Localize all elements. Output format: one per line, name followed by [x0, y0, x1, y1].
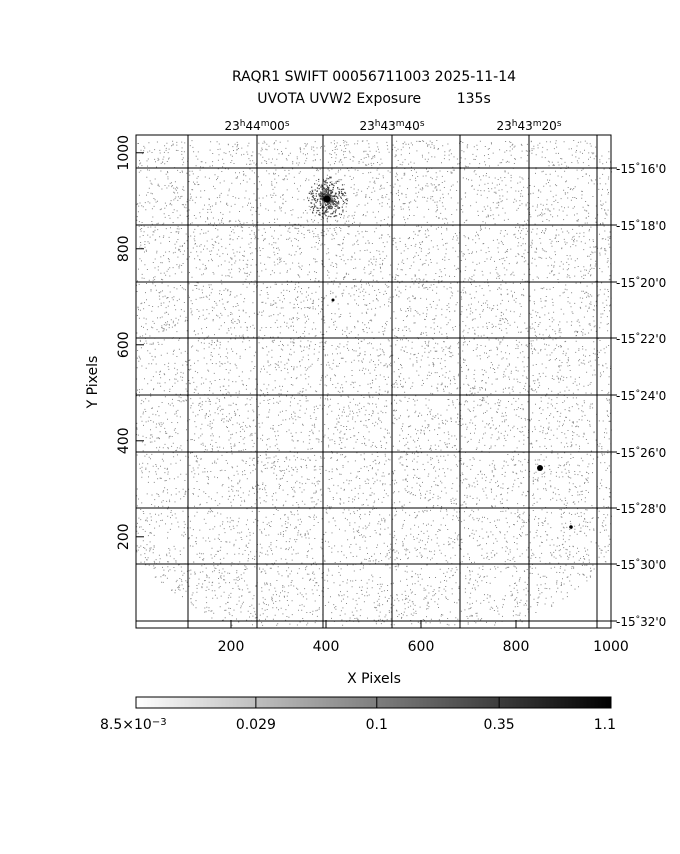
dec-label: -15°20'0 — [616, 276, 666, 290]
dec-label: -15°18'0 — [616, 219, 666, 233]
ra-label-part: h — [375, 119, 381, 129]
ra-label-part: m — [261, 119, 270, 129]
dec-label-part: 32'0 — [640, 615, 666, 629]
x-tick-label: 600 — [408, 639, 435, 655]
ra-label-part: h — [240, 119, 246, 129]
dec-label-part: -15 — [616, 276, 636, 290]
y-tick-label: 200 — [116, 523, 132, 550]
x-tick-label: 1000 — [593, 639, 629, 655]
dec-label-part: 22'0 — [640, 332, 666, 346]
dec-label-part: 18'0 — [640, 219, 666, 233]
plot-frame — [135, 134, 612, 629]
source — [323, 195, 331, 203]
dec-label: -15°16'0 — [616, 162, 666, 176]
ra-label-part: 44 — [245, 119, 260, 133]
colorbar-tick-label-part: 8.5×10 — [100, 717, 152, 733]
dec-label-part: 30'0 — [640, 558, 666, 572]
y-tick-label: 600 — [116, 331, 132, 358]
dec-label-part: ° — [636, 332, 641, 342]
dec-label-part: ° — [636, 502, 641, 512]
chart-title: RAQR1 SWIFT 00056711003 2025-11-14 — [232, 69, 516, 85]
y-tick-label: 400 — [116, 427, 132, 454]
x-axis-label: X Pixels — [347, 671, 401, 687]
dec-label-part: ° — [636, 389, 641, 399]
source — [537, 465, 543, 471]
colorbar-tick-label: 0.1 — [366, 717, 388, 733]
colorbar-tick-label: 8.5×10−3 — [100, 717, 167, 734]
ra-label-part: 20 — [542, 119, 557, 133]
dec-label-part: ° — [636, 276, 641, 286]
dec-label-part: 26'0 — [640, 446, 666, 460]
ra-label-part: m — [396, 119, 405, 129]
colorbar — [135, 696, 612, 709]
ra-label-part: 23 — [359, 119, 374, 133]
ra-label-part: 43 — [517, 119, 532, 133]
chart-subtitle: UVOTA UVW2 Exposure 135s — [257, 91, 491, 107]
dec-label-part: -15 — [616, 558, 636, 572]
source — [569, 525, 573, 529]
colorbar-tick-label: 0.029 — [236, 717, 276, 733]
dec-label-part: ° — [636, 162, 641, 172]
dec-label-part: 24'0 — [640, 389, 666, 403]
y-tick-label: 1000 — [116, 135, 132, 171]
dec-label: -15°30'0 — [616, 558, 666, 572]
dec-label: -15°32'0 — [616, 615, 666, 629]
dec-label-part: ° — [636, 615, 641, 625]
ra-label: 23h43m20s — [496, 119, 561, 133]
source — [331, 298, 335, 302]
ra-label: 23h43m40s — [359, 119, 424, 133]
y-tick-label: 800 — [116, 235, 132, 262]
ra-label-part: s — [557, 119, 562, 129]
colorbar-tick-label: 0.35 — [484, 717, 515, 733]
dec-label: -15°24'0 — [616, 389, 666, 403]
dec-label-part: 28'0 — [640, 502, 666, 516]
dec-label-part: -15 — [616, 332, 636, 346]
y-axis-label: Y Pixels — [85, 356, 101, 410]
colorbar-tick-label: 1.1 — [594, 717, 616, 733]
ra-label-part: s — [285, 119, 290, 129]
ra-label-part: m — [533, 119, 542, 129]
dec-label-part: -15 — [616, 615, 636, 629]
dec-label-part: ° — [636, 219, 641, 229]
ra-label-part: h — [512, 119, 518, 129]
dec-label-part: ° — [636, 558, 641, 568]
x-tick-label: 400 — [313, 639, 340, 655]
ra-label-part: 23 — [224, 119, 239, 133]
ra-label-part: 00 — [270, 119, 285, 133]
ra-label-part: s — [420, 119, 425, 129]
dec-label: -15°28'0 — [616, 502, 666, 516]
dec-label-part: -15 — [616, 162, 636, 176]
dec-label: -15°26'0 — [616, 446, 666, 460]
dec-label-part: -15 — [616, 502, 636, 516]
ra-label: 23h44m00s — [224, 119, 289, 133]
ra-label-part: 23 — [496, 119, 511, 133]
dec-label-part: 20'0 — [640, 276, 666, 290]
x-tick-label: 200 — [218, 639, 245, 655]
dec-label-part: ° — [636, 446, 641, 456]
colorbar-tick-exponent: −3 — [152, 717, 167, 728]
x-tick-label: 800 — [503, 639, 530, 655]
dec-label: -15°22'0 — [616, 332, 666, 346]
dec-label-part: -15 — [616, 219, 636, 233]
ra-label-part: 43 — [380, 119, 395, 133]
dec-label-part: -15 — [616, 389, 636, 403]
dec-label-part: 16'0 — [640, 162, 666, 176]
ra-label-part: 40 — [405, 119, 420, 133]
dec-label-part: -15 — [616, 446, 636, 460]
